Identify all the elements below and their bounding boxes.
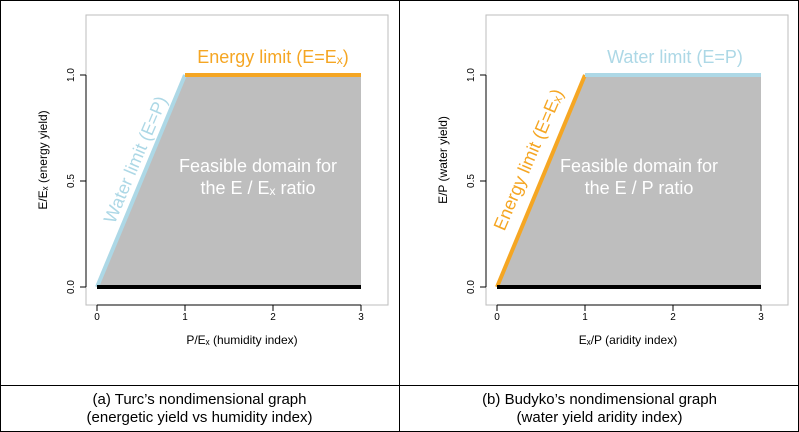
energy-limit-annotation: Energy limit (E=Eₓ) [197,47,348,67]
x-axis-label: P/Eₓ (humidity index) [186,333,297,347]
y-tick-label: 0.0 [66,280,77,294]
y-axis-label: E/P (water yield) [436,116,450,204]
x-tick-label: 2 [670,312,676,323]
water-limit-annotation: Water limit (E=P) [607,47,743,67]
feasible-domain-label-line1: Feasible domain for [179,156,337,176]
y-tick-label: 0.0 [466,280,477,294]
turc-caption-line2: (energetic yield vs humidity index) [86,409,313,426]
x-tick-label: 0 [94,312,100,323]
x-tick-label: 1 [182,312,188,323]
feasible-domain-label-line2: the E / P ratio [585,178,694,198]
budyko-caption: (b) Budyko’s nondimensional graph (water… [400,391,799,427]
turc-caption: (a) Turc’s nondimensional graph (energet… [0,391,399,427]
turc-panel: 0 1 2 3 0.0 0.5 1.0 P/Eₓ (humidity index) E/Eₓ… [0,0,399,385]
turc-chart-marks [95,73,361,289]
caption-divider [0,385,799,386]
turc-caption-line1: (a) Turc’s nondimensional graph [92,391,307,408]
series-line-0 [495,74,587,288]
x-tick-label: 2 [270,312,276,323]
budyko-caption-line1: (b) Budyko’s nondimensional graph [482,391,717,408]
x-tick-label: 1 [582,312,588,323]
budyko-axis-ticks: 0 1 2 3 0.0 0.5 1.0 [466,68,764,323]
budyko-panel: 0 1 2 3 0.0 0.5 1.0 Eₓ/P (aridity index) E/P (… [400,0,799,385]
turc-axis-ticks: 0 1 2 3 0.0 0.5 1.0 [66,68,364,323]
x-tick-label: 0 [494,312,500,323]
feasible-domain-label-line1: Feasible domain for [560,156,718,176]
x-tick-label: 3 [758,312,764,323]
feasible-domain-label-line2: the E / Eₓ ratio [201,178,316,198]
y-tick-label: 0.5 [66,174,77,188]
y-tick-label: 1.0 [466,68,477,82]
budyko-chart: 0 1 2 3 0.0 0.5 1.0 Eₓ/P (aridity index) E/P (… [436,14,789,347]
y-axis-label: E/Eₓ (energy yield) [36,110,50,209]
budyko-caption-line2: (water yield aridity index) [516,409,683,426]
x-tick-label: 3 [358,312,364,323]
series-line-0 [95,74,187,288]
y-tick-label: 1.0 [66,68,77,82]
budyko-chart-marks [495,73,761,289]
x-axis-label: Eₓ/P (aridity index) [579,333,677,347]
turc-chart: 0 1 2 3 0.0 0.5 1.0 P/Eₓ (humidity index) E/Eₓ… [36,14,389,347]
panel-divider-vertical [399,0,400,432]
y-tick-label: 0.5 [466,174,477,188]
